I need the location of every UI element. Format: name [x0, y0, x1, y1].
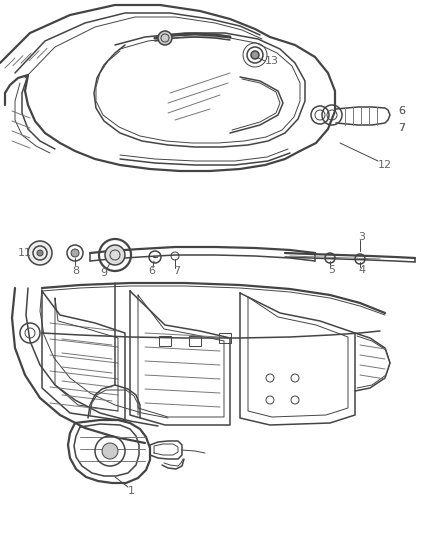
FancyBboxPatch shape	[159, 336, 171, 346]
Text: 6: 6	[148, 266, 155, 276]
Circle shape	[158, 31, 172, 45]
Text: 8: 8	[72, 266, 79, 276]
Circle shape	[105, 245, 125, 265]
Text: 7: 7	[398, 123, 405, 133]
Circle shape	[28, 241, 52, 265]
Text: 7: 7	[398, 123, 405, 133]
Text: 9: 9	[100, 268, 107, 278]
FancyBboxPatch shape	[189, 336, 201, 346]
FancyBboxPatch shape	[219, 333, 231, 343]
Circle shape	[37, 250, 43, 256]
Text: 6: 6	[398, 106, 405, 116]
Circle shape	[251, 51, 259, 59]
Text: 12: 12	[378, 160, 392, 170]
Text: 13: 13	[265, 56, 279, 66]
Text: 7: 7	[173, 266, 180, 276]
Circle shape	[102, 443, 118, 459]
Circle shape	[71, 249, 79, 257]
Text: 5: 5	[328, 265, 335, 275]
Text: 11: 11	[18, 248, 32, 258]
Text: 3: 3	[358, 232, 365, 242]
Text: 6: 6	[398, 106, 405, 116]
Text: 4: 4	[358, 265, 365, 275]
Text: 1: 1	[128, 486, 135, 496]
